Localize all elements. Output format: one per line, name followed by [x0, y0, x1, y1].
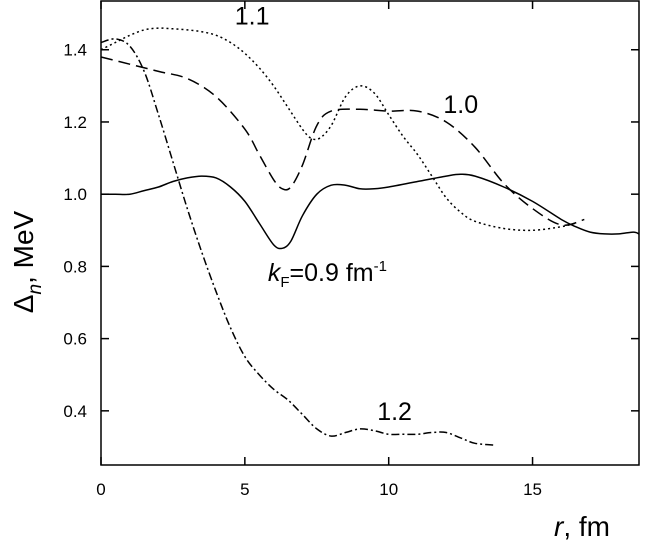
x-axis-title: r, fm: [554, 511, 610, 542]
curve-label: 1.0: [443, 91, 478, 119]
y-axis-title: Δn, MeV: [8, 210, 46, 313]
series-line-kf-1-0: [100, 56, 585, 226]
y-tick-label: 0.4: [63, 402, 87, 421]
series-line-kf-1-2: [100, 38, 496, 446]
series-line-kf-1-1: [100, 27, 576, 232]
curves: [100, 27, 640, 446]
y-axis-ticks: 0.4 0.6 0.8 1.0 1.2 1.4: [63, 41, 639, 421]
curve-label: 1.2: [377, 398, 412, 426]
series-line-kf-0-9: [101, 173, 640, 250]
y-tick-label: 1.0: [63, 185, 87, 204]
x-tick-label: 5: [240, 480, 249, 499]
x-axis-ticks: 0 5 10 15: [96, 1, 542, 499]
x-tick-label: 15: [523, 480, 542, 499]
curve-labels: 1.1 1.0 1.2 kF=0.9 fm-1: [235, 2, 478, 425]
y-tick-label: 0.8: [63, 257, 87, 276]
curve-label: 1.1: [235, 2, 270, 30]
x-tick-label: 10: [379, 480, 398, 499]
curve-label: kF=0.9 fm-1: [268, 258, 387, 291]
y-tick-label: 0.6: [63, 330, 87, 349]
y-tick-label: 1.2: [63, 113, 87, 132]
y-tick-label: 1.4: [63, 41, 87, 60]
plot-frame: [100, 0, 640, 466]
x-tick-label: 0: [96, 480, 105, 499]
